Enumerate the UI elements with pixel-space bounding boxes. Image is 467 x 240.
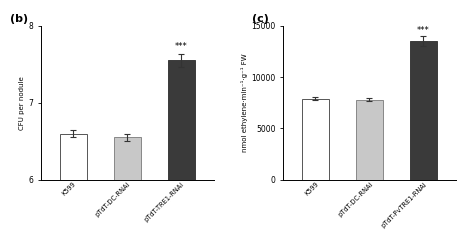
Text: ***: *** bbox=[417, 26, 430, 35]
Y-axis label: CFU per nodule: CFU per nodule bbox=[20, 76, 25, 130]
Text: (b): (b) bbox=[10, 14, 28, 24]
Text: (c): (c) bbox=[252, 14, 269, 24]
Text: ***: *** bbox=[175, 42, 188, 51]
Bar bbox=[410, 41, 437, 180]
Bar bbox=[168, 60, 195, 240]
Bar bbox=[60, 133, 87, 240]
Bar bbox=[356, 100, 383, 180]
Bar bbox=[302, 99, 329, 180]
Bar bbox=[113, 137, 141, 240]
Y-axis label: nmol ethylene·min⁻¹·g⁻¹ FW: nmol ethylene·min⁻¹·g⁻¹ FW bbox=[241, 54, 248, 152]
